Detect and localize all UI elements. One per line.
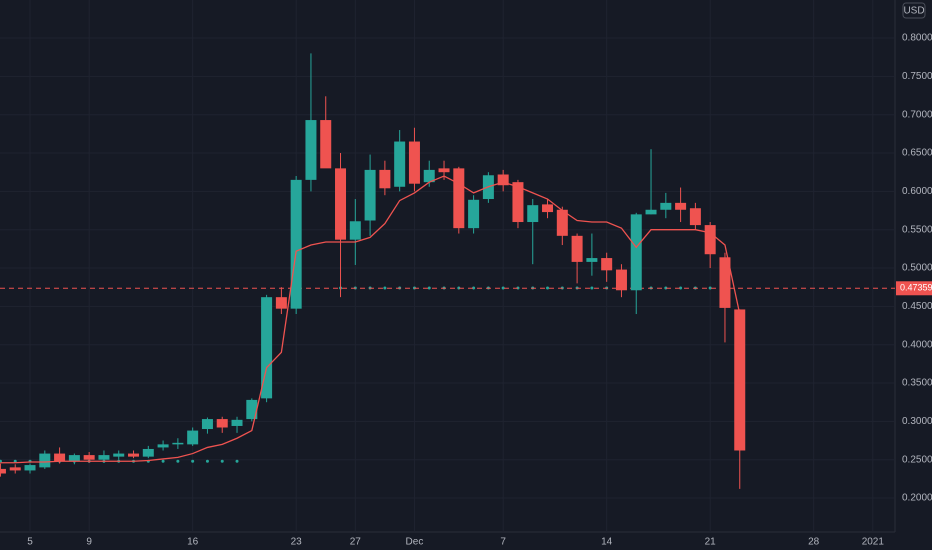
candle-body	[275, 297, 287, 309]
trend-dot	[708, 286, 712, 290]
last-price-label: 0.47359	[900, 283, 932, 293]
candle-body	[142, 448, 154, 457]
candle-body	[586, 258, 598, 262]
x-tick-label: 16	[187, 537, 199, 548]
candle-body	[408, 141, 420, 184]
x-tick-label: 2021	[862, 537, 885, 548]
candle-body	[675, 202, 687, 210]
candle-body	[497, 174, 509, 186]
candle-body	[394, 141, 406, 187]
candle-body	[719, 257, 731, 308]
trend-dot	[220, 459, 224, 463]
candle-body	[54, 453, 66, 462]
candle-body	[335, 168, 347, 240]
candle-body	[305, 120, 317, 180]
trend-dot	[205, 459, 209, 463]
candle-body	[172, 442, 184, 445]
candle-body	[453, 168, 465, 229]
x-tick-label: 5	[27, 537, 33, 548]
x-tick-label: 23	[291, 537, 303, 548]
candle-body	[423, 169, 435, 183]
x-tick-label: Dec	[406, 537, 424, 548]
trend-dot	[161, 459, 165, 463]
x-tick-label: 7	[500, 537, 506, 548]
candle-body	[9, 467, 21, 471]
candle-body	[83, 455, 95, 460]
trend-dot	[590, 286, 594, 290]
candle-body	[157, 444, 169, 448]
candle-body	[231, 419, 243, 426]
candle-body	[320, 120, 332, 169]
candle-body	[364, 169, 376, 221]
trend-dot	[427, 286, 431, 290]
trend-dot	[176, 459, 180, 463]
candle-body	[128, 453, 140, 457]
candle-body	[468, 199, 480, 229]
candle-body	[527, 205, 539, 223]
candle-body	[68, 455, 80, 462]
y-tick-label: 0.80000	[902, 33, 932, 44]
last-price-tag	[896, 281, 932, 296]
trend-dot	[501, 286, 505, 290]
candle-body	[113, 453, 125, 457]
candle-body	[542, 204, 554, 213]
candle-body	[216, 419, 228, 428]
moving-average	[0, 175, 741, 464]
trend-dot	[0, 459, 2, 463]
trend-dot	[383, 286, 387, 290]
currency-box[interactable]	[902, 2, 926, 19]
candle-body	[438, 168, 450, 173]
candle-body	[39, 453, 51, 468]
trend-dot	[546, 286, 550, 290]
candle-body	[246, 399, 258, 420]
x-tick-label: 28	[808, 537, 820, 548]
x-tick-label: 14	[601, 537, 613, 548]
x-tick-label: 21	[705, 537, 717, 548]
candle-body	[571, 235, 583, 262]
candle-body	[201, 419, 213, 430]
candle-body	[660, 202, 672, 210]
candle-body	[349, 221, 361, 240]
candle-body	[689, 208, 701, 226]
x-tick-label: 27	[350, 537, 362, 548]
trend-dot	[13, 459, 17, 463]
trend-dot	[235, 459, 239, 463]
candle-body	[98, 455, 110, 460]
candle-body	[615, 269, 627, 291]
trend-dot	[191, 459, 195, 463]
candle-body	[261, 297, 273, 399]
candle-body	[0, 468, 6, 474]
candle-body	[734, 309, 746, 451]
candle-body	[290, 179, 302, 309]
candle-body	[556, 209, 568, 236]
candle-body	[379, 169, 391, 189]
candle-body	[704, 225, 716, 255]
candle-body	[512, 182, 524, 223]
candle-body	[645, 209, 657, 215]
x-tick-label: 9	[86, 537, 92, 548]
candle-body	[601, 258, 613, 271]
candle-body	[630, 214, 642, 291]
candle-body	[187, 430, 199, 445]
currency-label: USD	[903, 6, 924, 17]
candle-body	[24, 465, 36, 471]
